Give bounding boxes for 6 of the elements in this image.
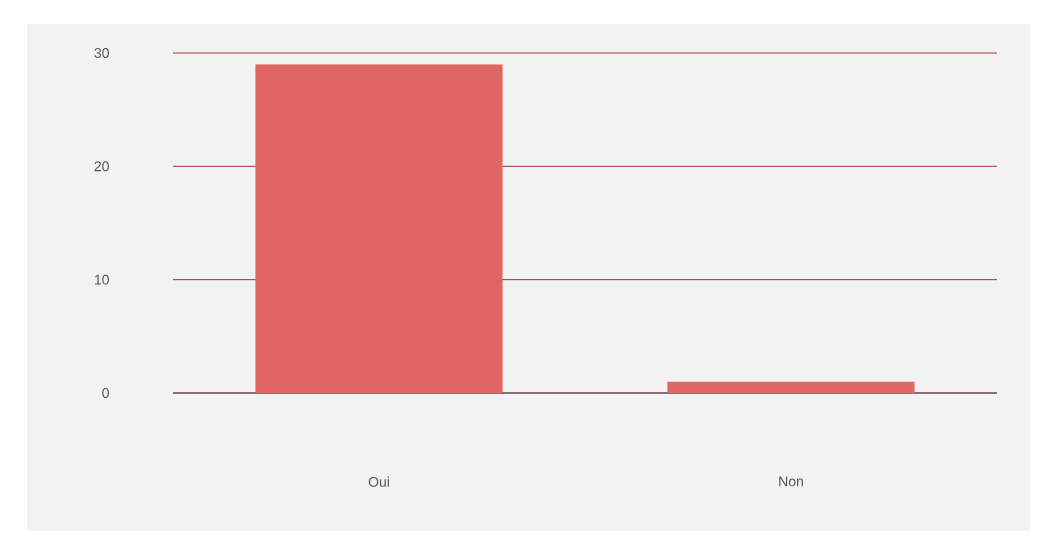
y-tick-label: 0 [102,388,109,398]
y-tick-label: 10 [94,274,109,285]
y-tick-label: 30 [94,48,109,58]
x-tick-label: Oui [368,476,389,487]
y-tick-label: 20 [94,161,109,172]
x-tick-label: Non [779,476,803,487]
